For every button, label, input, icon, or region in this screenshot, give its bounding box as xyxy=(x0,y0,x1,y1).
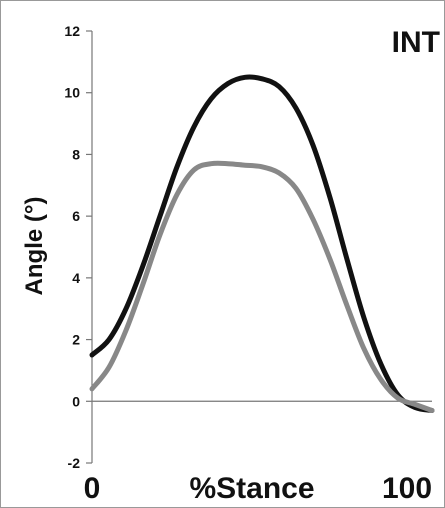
x-axis-label: %Stance xyxy=(189,472,314,505)
y-tick-label: -2 xyxy=(68,455,81,471)
y-tick-label: 6 xyxy=(72,208,80,224)
y-tick-label: 4 xyxy=(72,270,80,286)
series-lines xyxy=(89,74,435,413)
series-line-2 xyxy=(89,160,435,413)
y-axis-label: Angle (°) xyxy=(21,197,48,296)
y-tick-label: 8 xyxy=(72,146,80,162)
x-tick-label: 100 xyxy=(382,472,432,505)
chart-title: INT xyxy=(392,26,440,59)
x-tick-label: 0 xyxy=(84,472,101,505)
series-line-1 xyxy=(89,74,435,413)
y-tick-label: 12 xyxy=(64,23,80,39)
y-tick-label: 10 xyxy=(64,85,80,101)
y-tick-label: 0 xyxy=(72,393,80,409)
y-tick-label: 2 xyxy=(72,332,80,348)
